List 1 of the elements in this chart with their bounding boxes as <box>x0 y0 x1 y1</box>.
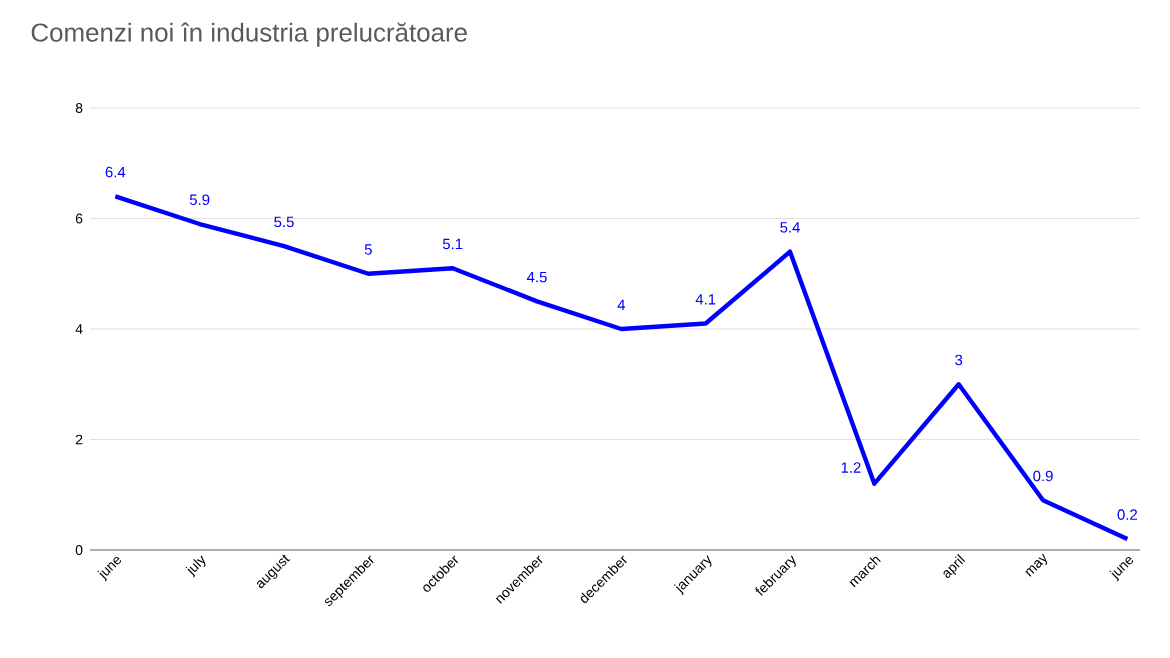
chart-title: Comenzi noi în industria prelucrătoare <box>31 22 467 47</box>
